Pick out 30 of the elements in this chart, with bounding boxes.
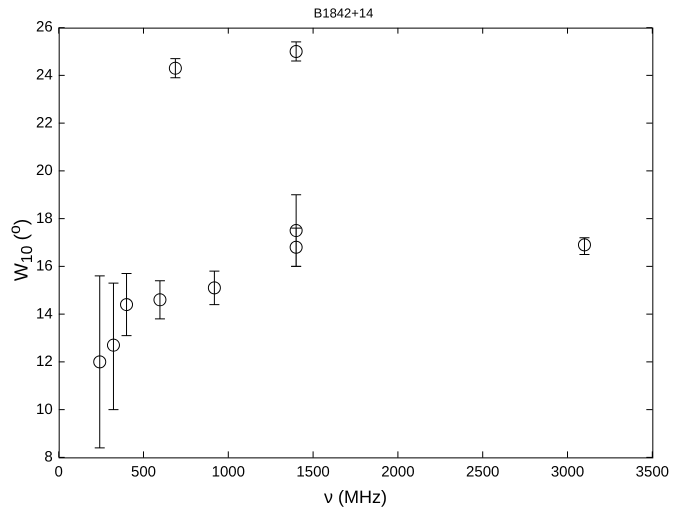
y-tick-label: 18: [36, 210, 53, 227]
y-tick-label: 8: [44, 448, 53, 466]
y-tick-label: 24: [36, 66, 53, 84]
x-tick-label: 0: [54, 464, 63, 481]
y-tick-label: 12: [36, 353, 53, 370]
x-tick-label: 500: [130, 464, 156, 481]
point: [290, 240, 303, 254]
y-tick-label: 14: [36, 305, 53, 322]
chart-title: B1842+14: [314, 5, 374, 20]
point: [120, 298, 134, 312]
point: [153, 293, 166, 306]
x-tick-label: 2000: [381, 464, 415, 481]
point: [208, 281, 221, 294]
y-tick-label: 20: [36, 162, 53, 180]
point: [290, 224, 303, 238]
point: [168, 62, 182, 75]
point: [578, 238, 591, 252]
x-tick-label: 1000: [212, 464, 245, 481]
point: [106, 338, 120, 352]
y-tick-label: 10: [36, 400, 53, 418]
x-tick-label: 1500: [296, 464, 330, 481]
x-tick-label: 3500: [636, 464, 670, 481]
x-tick-label: 2500: [466, 464, 500, 481]
x-tick-label: 3000: [550, 464, 584, 481]
y-tick-label: 16: [36, 258, 53, 275]
x-axis-title: ν (MHz): [324, 487, 387, 508]
point: [290, 44, 303, 58]
y-tick-label: 26: [36, 18, 53, 36]
point: [93, 355, 106, 368]
y-tick-label: 22: [36, 114, 53, 132]
